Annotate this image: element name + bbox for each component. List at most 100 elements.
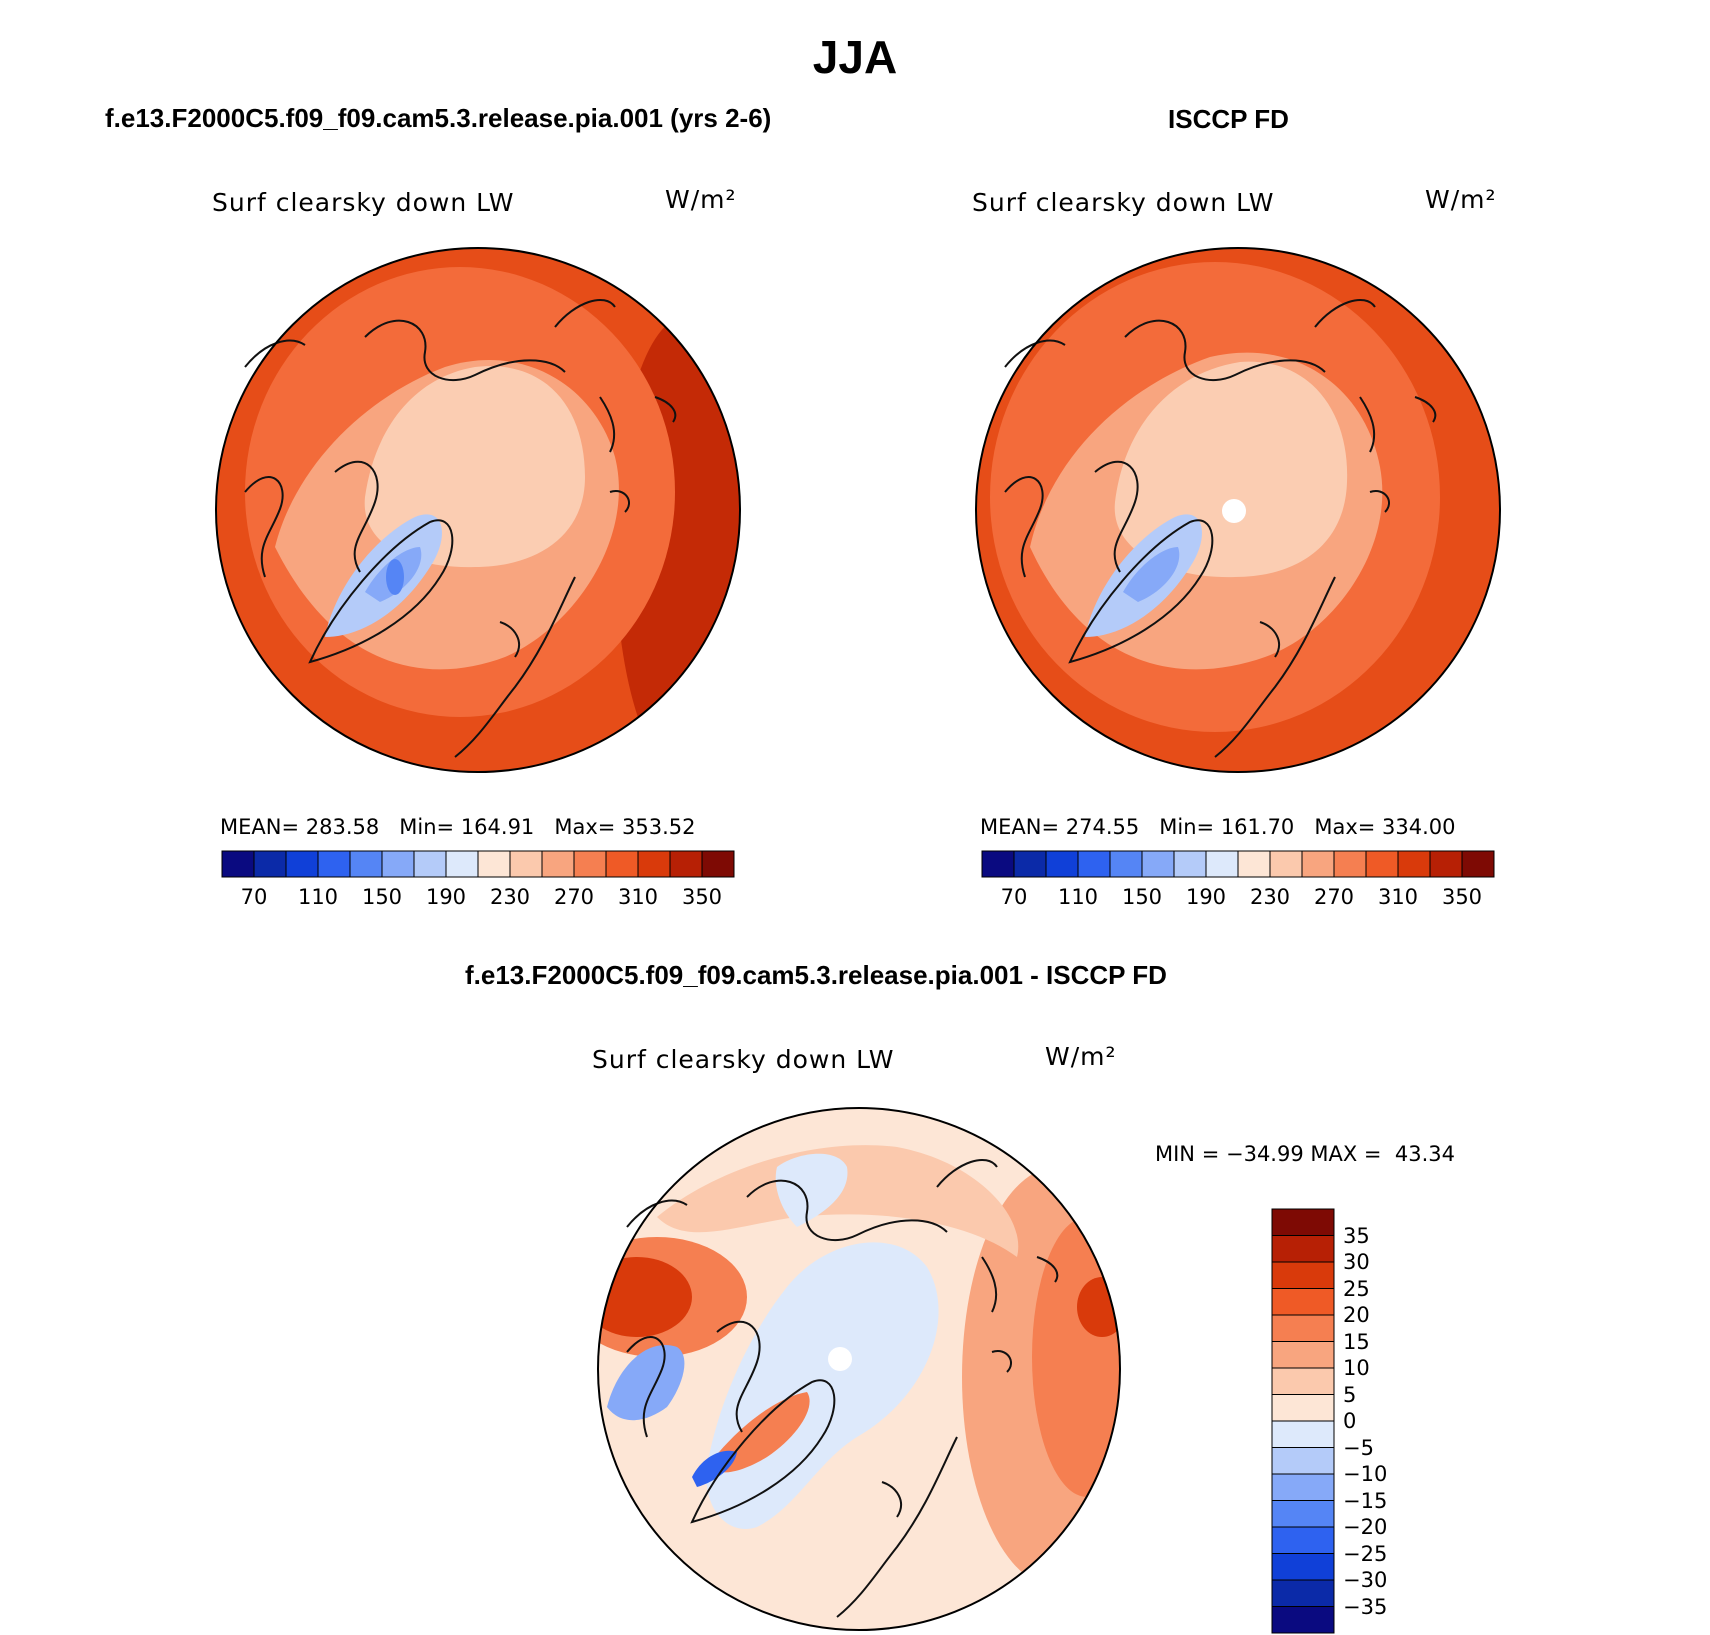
- model-coastlines: [244, 298, 677, 758]
- diff-colorbar-swatch: [1271, 1420, 1335, 1448]
- obs-colorbar-swatch: [1333, 850, 1367, 878]
- model-stats: MEAN= 283.58 Min= 164.91 Max= 353.52: [220, 815, 696, 839]
- diff-pos-east-strong: [1032, 1217, 1120, 1497]
- model-colorbar-tick-label: 310: [617, 885, 659, 909]
- obs-colorbar-tick-label: 230: [1249, 885, 1291, 909]
- diff-neg-north-strip: [775, 1153, 848, 1227]
- obs-colorbar-swatch: [1109, 850, 1143, 878]
- diff-colorbar-tick-label: −15: [1343, 1488, 1388, 1513]
- obs-pole-hole: [1222, 499, 1246, 523]
- diff-colorbar-tick-label: −10: [1343, 1462, 1388, 1486]
- diff-colorbar-tick-label: 20: [1343, 1303, 1370, 1327]
- model-colorbar-tick-label: 70: [240, 885, 268, 909]
- diff-colorbar-swatch: [1271, 1208, 1335, 1236]
- model-colorbar-swatch: [477, 850, 511, 878]
- diff-colorbar-swatch: [1271, 1553, 1335, 1581]
- model-variable-label: Surf clearsky down LW: [212, 188, 515, 217]
- obs-colorbar-swatch: [1237, 850, 1271, 878]
- obs-colorbar-swatch: [1429, 850, 1463, 878]
- model-units-label: W/m²: [665, 185, 737, 214]
- diff-colorbar-swatch: [1271, 1447, 1335, 1475]
- model-colorbar-tick-label: 110: [297, 885, 339, 909]
- obs-units-label: W/m²: [1425, 185, 1497, 214]
- diff-colorbar-swatch: [1271, 1526, 1335, 1554]
- obs-colorbar-tick-label: 70: [1000, 885, 1028, 909]
- diff-pos-west-strong: [598, 1257, 692, 1337]
- model-colorbar-swatch: [637, 850, 671, 878]
- obs-colorbar-swatch: [1301, 850, 1335, 878]
- model-colorbar-swatch: [445, 850, 479, 878]
- diff-colorbar-swatch: [1271, 1341, 1335, 1369]
- model-colorbar-swatch: [285, 850, 319, 878]
- obs-colorbar-swatch: [1173, 850, 1207, 878]
- obs-mean-value: 274.55: [1065, 815, 1140, 839]
- diff-greenland-neg: [692, 1450, 737, 1487]
- model-colorbar-swatch: [317, 850, 351, 878]
- diff-colorbar-swatch: [1271, 1579, 1335, 1607]
- diff-stats: MIN = −34.99 MAX = 43.34: [1155, 1142, 1456, 1166]
- diff-colorbar-swatch: [1271, 1367, 1335, 1395]
- diff-colorbar-tick-label: −5: [1343, 1435, 1374, 1460]
- model-colorbar-swatch: [669, 850, 703, 878]
- diff-colorbar-tick-label: −20: [1343, 1515, 1388, 1539]
- diff-colorbar-swatch: [1271, 1500, 1335, 1528]
- model-max-value: 353.52: [622, 815, 696, 839]
- diff-colorbar-tick-label: 5: [1343, 1382, 1357, 1407]
- obs-colorbar-tick-label: 350: [1441, 885, 1483, 909]
- obs-coastlines: [1004, 298, 1437, 758]
- obs-colorbar-swatch: [1365, 850, 1399, 878]
- model-colorbar-tick-label: 150: [361, 885, 403, 909]
- model-colorbar-tick-label: 270: [553, 885, 595, 909]
- obs-max-value: 334.00: [1382, 815, 1456, 839]
- obs-colorbar-swatch: [1269, 850, 1303, 878]
- obs-colorbar-ticks: 70 110 150 190 230 270 310 350: [982, 885, 1494, 915]
- model-colorbar-swatch: [381, 850, 415, 878]
- obs-stats: MEAN= 274.55 Min= 161.70 Max= 334.00: [980, 815, 1456, 839]
- diff-colorbar-tick-label: −25: [1343, 1541, 1388, 1566]
- diff-colorbar-swatch: [1271, 1235, 1335, 1263]
- model-colorbar-swatch: [221, 850, 255, 878]
- diff-colorbar-tick-label: 15: [1343, 1329, 1370, 1354]
- model-greenland-peak: [386, 559, 404, 595]
- diff-coastlines: [626, 1158, 1059, 1618]
- diff-colorbar-tick-label: 10: [1343, 1356, 1370, 1380]
- model-colorbar-tick-label: 230: [489, 885, 531, 909]
- diff-colorbar-ticks: 35 30 25 20 15 10 5 0 −5 −10 −15 −20 −25 −30 −35: [1343, 1209, 1423, 1633]
- diff-colorbar-tick-label: −30: [1343, 1568, 1388, 1592]
- diff-colorbar-tick-label: 0: [1343, 1409, 1357, 1433]
- diff-colorbar-swatch: [1271, 1261, 1335, 1289]
- obs-greenland-core: [1123, 547, 1180, 602]
- obs-colorbar-swatch: [1461, 850, 1495, 878]
- model-colorbar-swatch: [541, 850, 575, 878]
- model-colorbar-swatch: [413, 850, 447, 878]
- obs-colorbar-tick-label: 110: [1057, 885, 1099, 909]
- diff-colorbar-tick-label: 35: [1343, 1223, 1370, 1248]
- diff-colorbar-tick-label: −35: [1343, 1594, 1388, 1619]
- model-colorbar-swatch: [253, 850, 287, 878]
- model-colorbar-tick-label: 190: [425, 885, 467, 909]
- diff-colorbar-swatch: [1271, 1606, 1335, 1634]
- model-colorbar-swatch: [605, 850, 639, 878]
- obs-colorbar-swatch: [1013, 850, 1047, 878]
- obs-min-value: 161.70: [1220, 815, 1295, 839]
- obs-colorbar-swatch: [1045, 850, 1079, 878]
- obs-colorbar-swatch: [1141, 850, 1175, 878]
- diff-hot-spot: [1077, 1277, 1120, 1337]
- obs-colorbar-tick-label: 270: [1313, 885, 1355, 909]
- model-colorbar-swatch: [573, 850, 607, 878]
- page-title: JJA: [812, 31, 898, 83]
- obs-colorbar-swatch: [1205, 850, 1239, 878]
- obs-map: [975, 247, 1501, 773]
- model-min-value: 164.91: [460, 815, 535, 839]
- model-colorbar-ticks: 70 110 150 190 230 270 310 350: [222, 885, 734, 915]
- model-colorbar-swatch: [701, 850, 735, 878]
- obs-panel-subtitle: ISCCP FD: [1168, 104, 1289, 134]
- diff-colorbar-swatch: [1271, 1394, 1335, 1422]
- diff-neg-baffin: [607, 1345, 685, 1421]
- diff-pole-hole: [828, 1347, 852, 1371]
- diff-map: [597, 1107, 1121, 1631]
- diff-max-value: 43.34: [1394, 1142, 1456, 1166]
- diff-units-label: W/m²: [1045, 1042, 1117, 1071]
- diff-colorbar-swatch: [1271, 1473, 1335, 1501]
- diff-colorbar-tick-label: 25: [1343, 1276, 1370, 1301]
